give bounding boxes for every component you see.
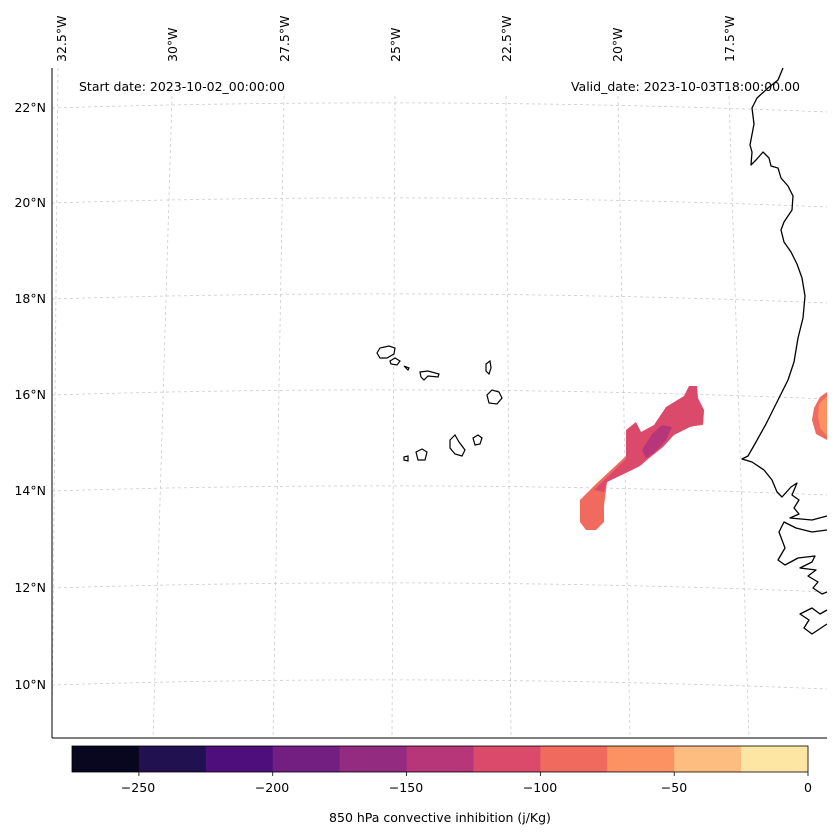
gridline-lat [51,197,828,208]
gridline-lat [51,389,828,400]
colorbar-swatch [406,746,474,772]
cabo-verde-islands [376,345,503,462]
colorbar-swatch [272,746,341,772]
map-panel [52,68,827,738]
island-sao-vicente [389,357,401,366]
colorbar-swatch [741,746,809,772]
graticule [51,67,828,739]
colorbar-swatch [138,746,207,772]
island-fogo [415,448,428,461]
island-santiago [449,434,466,457]
lat-tick-label: 16°N [14,387,46,402]
colorbar: −250 −200 −150 −100 −50 0 850 hPa convec… [71,745,812,825]
colorbar-ticks [138,772,809,776]
lat-tick-label: 14°N [14,483,46,498]
gridline-lon [391,95,396,739]
colorbar-swatch [674,746,742,772]
coastline [741,67,828,635]
gridline-lon [617,95,631,739]
colorbar-tick-label: −250 [121,780,155,795]
cin-coast-patch-inner [818,396,827,436]
start-date-label: Start date: 2023-10-02_00:00:00 [79,79,285,94]
colorbar-tick-label: 0 [804,780,812,795]
island-brava [403,455,409,462]
colorbar-swatch [72,746,140,772]
gridline-lat [51,293,828,304]
lat-tick-label: 22°N [14,100,46,115]
colorbar-outline [71,745,809,773]
colorbar-swatch [339,746,408,772]
gridline-lon [272,95,285,739]
lon-tick-label: 17.5°W [722,16,737,62]
island-boa-vista [486,389,503,405]
colorbar-tick-label: −200 [255,780,289,795]
cin-field [580,386,827,530]
lon-tick-labels: 32.5°W 30°W 27.5°W 25°W 22.5°W 20°W 17.5… [54,16,737,62]
gridline-lat [51,582,828,593]
gridline-lat [51,485,828,496]
island-santo-antao [376,345,396,359]
lon-tick-label: 20°W [610,27,625,62]
colorbar-tick-label: −150 [389,780,423,795]
gridline-lon [728,95,750,739]
colorbar-label: 850 hPa convective inhibition (j/Kg) [329,810,551,825]
lon-tick-label: 32.5°W [54,16,69,62]
island-sao-nicolau [419,370,440,381]
cin-band-inner [642,425,672,458]
island-maio [472,434,483,446]
lat-tick-labels: 22°N 20°N 18°N 16°N 14°N 12°N 10°N [14,100,46,692]
african-coastline [741,67,828,635]
colorbar-swatch [607,746,675,772]
lon-tick-label: 22.5°W [499,16,514,62]
lat-tick-label: 18°N [14,291,46,306]
lat-tick-label: 10°N [14,677,46,692]
gridline-lat [51,102,828,113]
colorbar-swatches [72,746,809,772]
lon-tick-label: 25°W [388,27,403,62]
colorbar-swatch [205,746,274,772]
gridline-lon [505,95,512,739]
lon-tick-label: 30°W [165,27,180,62]
lat-tick-label: 20°N [14,195,46,210]
island-sal [485,359,492,376]
lat-tick-label: 12°N [14,580,46,595]
colorbar-swatch [540,746,608,772]
colorbar-tick-label: −100 [523,780,557,795]
valid-date-label: Valid_date: 2023-10-03T18:00:00.00 [571,79,800,94]
gridline-lat [51,679,828,690]
lon-tick-label: 27.5°W [277,16,292,62]
gridline-lon [51,67,59,739]
colorbar-tick-label: −50 [661,780,687,795]
colorbar-swatch [473,746,541,772]
gridline-lon [152,95,173,739]
island-santa-luzia [403,365,410,372]
